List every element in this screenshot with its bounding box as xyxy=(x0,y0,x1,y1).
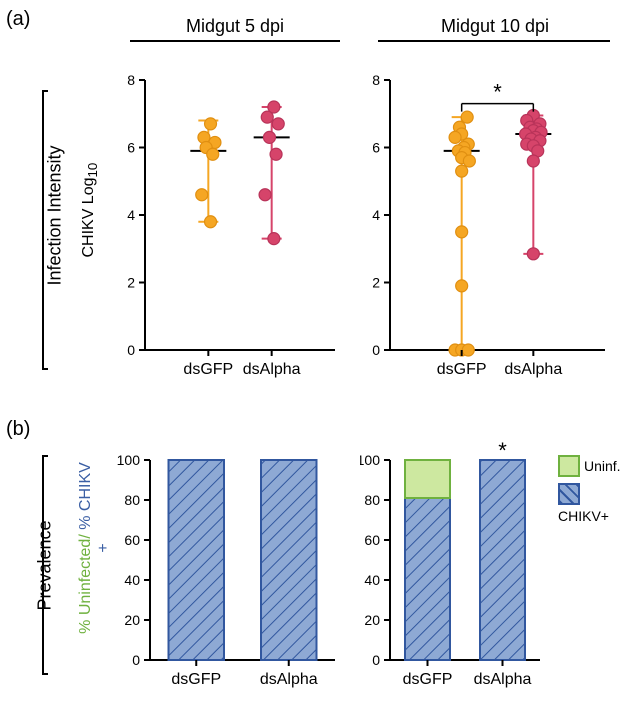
svg-text:40: 40 xyxy=(364,572,380,588)
svg-text:dsGFP: dsGFP xyxy=(403,671,453,688)
svg-text:0: 0 xyxy=(372,652,380,668)
section-label-b: Prevalence xyxy=(35,491,56,641)
scatter-plot-a-right: 0 2 4 6 8 dsGFP dsAlpha * xyxy=(360,70,615,390)
bar-plot-b-right: 0 20 40 60 80 100 dsGFP dsAlpha * xyxy=(360,440,550,700)
legend-text-uninf: Uninf. xyxy=(584,458,621,474)
svg-text:40: 40 xyxy=(124,572,140,588)
svg-text:6: 6 xyxy=(372,140,380,156)
title-rule-left xyxy=(130,40,340,42)
bracket-b-bot xyxy=(42,673,48,675)
svg-text:60: 60 xyxy=(124,532,140,548)
bracket-b-vline xyxy=(42,455,44,675)
svg-text:*: * xyxy=(493,80,502,105)
title-a-left: Midgut 5 dpi xyxy=(135,16,335,37)
svg-text:8: 8 xyxy=(127,72,135,88)
svg-text:80: 80 xyxy=(124,492,140,508)
svg-text:60: 60 xyxy=(364,532,380,548)
svg-text:*: * xyxy=(498,440,507,463)
bracket-a-top xyxy=(42,90,48,92)
svg-text:20: 20 xyxy=(364,612,380,628)
ylabel-b-uninf: % Uninfected/ xyxy=(77,530,94,634)
svg-text:dsAlpha: dsAlpha xyxy=(260,671,318,688)
bracket-a-bot xyxy=(42,368,48,370)
bracket-b-top xyxy=(42,455,48,457)
scatter-plot-a-left: 0 2 4 6 8 dsGFP dsAlpha xyxy=(115,70,345,390)
svg-text:0: 0 xyxy=(127,342,135,358)
svg-text:dsGFP: dsGFP xyxy=(437,361,487,378)
svg-text:100: 100 xyxy=(360,452,380,468)
legend-swatch-uninf xyxy=(558,455,580,477)
svg-text:4: 4 xyxy=(372,207,380,223)
svg-text:80: 80 xyxy=(364,492,380,508)
svg-text:0: 0 xyxy=(372,342,380,358)
svg-text:dsAlpha: dsAlpha xyxy=(474,671,532,688)
figure-root: (a) (b) Infection Intensity Prevalence C… xyxy=(0,0,628,710)
svg-text:6: 6 xyxy=(127,140,135,156)
svg-text:dsAlpha: dsAlpha xyxy=(504,361,562,378)
bar-plot-b-left: 0 20 40 60 80 100 dsGFP dsAlpha xyxy=(115,440,345,700)
ylabel-b: % Uninfected/ % CHIKV + xyxy=(77,458,113,638)
bracket-a-vline xyxy=(42,90,44,370)
svg-text:100: 100 xyxy=(117,452,141,468)
title-a-right: Midgut 10 dpi xyxy=(380,16,610,37)
svg-text:dsGFP: dsGFP xyxy=(183,361,233,378)
svg-text:4: 4 xyxy=(127,207,135,223)
svg-text:dsAlpha: dsAlpha xyxy=(243,361,301,378)
panel-a-label: (a) xyxy=(6,8,30,31)
ylabel-a-sub: 10 xyxy=(85,163,100,178)
ylabel-a-text: CHIKV Log xyxy=(80,177,97,257)
svg-text:20: 20 xyxy=(124,612,140,628)
panel-b-label: (b) xyxy=(6,418,30,441)
svg-text:2: 2 xyxy=(372,275,380,291)
section-label-a: Infection Intensity xyxy=(45,116,66,316)
svg-text:0: 0 xyxy=(132,652,140,668)
svg-text:8: 8 xyxy=(372,72,380,88)
svg-text:dsGFP: dsGFP xyxy=(171,671,221,688)
legend-text-chikv: CHIKV+ xyxy=(558,508,609,524)
svg-text:2: 2 xyxy=(127,275,135,291)
title-rule-right xyxy=(378,40,610,42)
ylabel-a: CHIKV Log10 xyxy=(80,150,100,270)
legend-swatch-chikv xyxy=(558,483,580,505)
